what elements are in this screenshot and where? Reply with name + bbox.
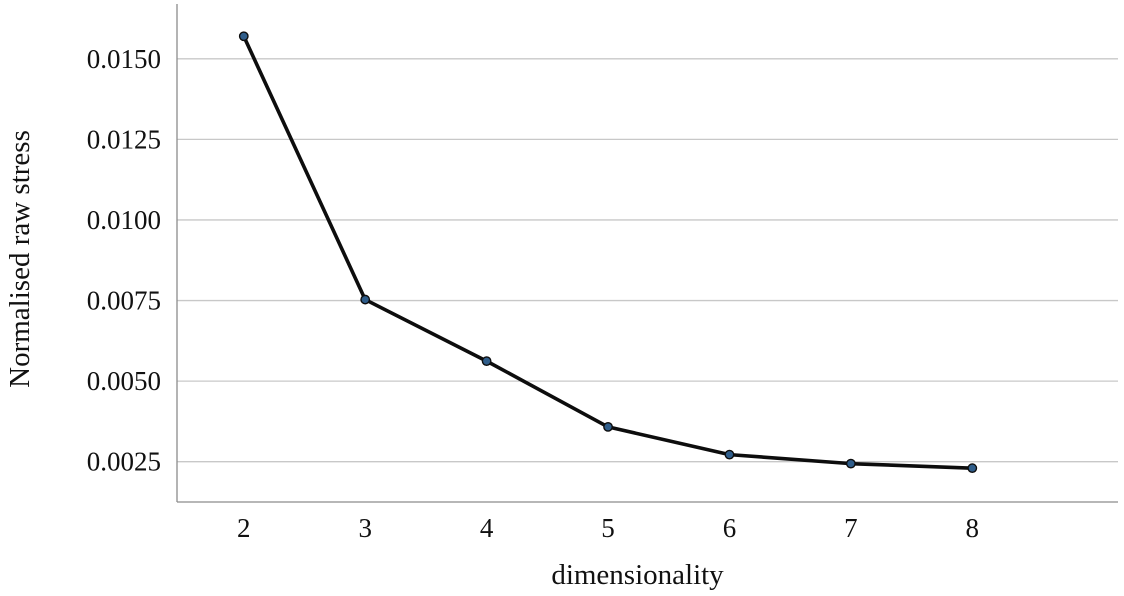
- data-points: [238, 31, 978, 474]
- y-tick-label: 0.0050: [87, 366, 161, 396]
- x-axis-title: dimensionality: [551, 559, 724, 591]
- x-tick-label: 5: [601, 513, 615, 543]
- gridlines: [177, 58, 1118, 463]
- data-point-8: [967, 463, 978, 474]
- y-axis-title: Normalised raw stress: [4, 130, 36, 388]
- data-point-4: [481, 356, 492, 367]
- data-point-5: [603, 421, 613, 432]
- y-tick-labels: 0.0025 0.0050 0.0075 0.0100 0.0125 0.0150: [87, 44, 161, 477]
- y-tick-label: 0.0025: [87, 447, 161, 477]
- y-tick-label: 0.0100: [87, 205, 161, 235]
- x-tick-label: 6: [723, 513, 737, 543]
- x-tick-label: 4: [480, 513, 494, 543]
- y-tick-label: 0.0150: [87, 44, 161, 74]
- x-tick-label: 8: [966, 513, 980, 543]
- y-tick-label: 0.0125: [87, 124, 161, 154]
- series-line: [241, 34, 975, 470]
- x-tick-labels: 2 3 4 5 6 7 8: [237, 513, 979, 543]
- y-tick-label: 0.0075: [87, 286, 161, 316]
- data-point-7: [845, 458, 856, 469]
- x-tick-label: 3: [358, 513, 372, 543]
- x-tick-label: 7: [844, 513, 858, 543]
- data-point-2: [238, 31, 249, 42]
- data-point-6: [724, 449, 735, 460]
- x-tick-label: 2: [237, 513, 251, 543]
- data-point-3: [360, 294, 371, 305]
